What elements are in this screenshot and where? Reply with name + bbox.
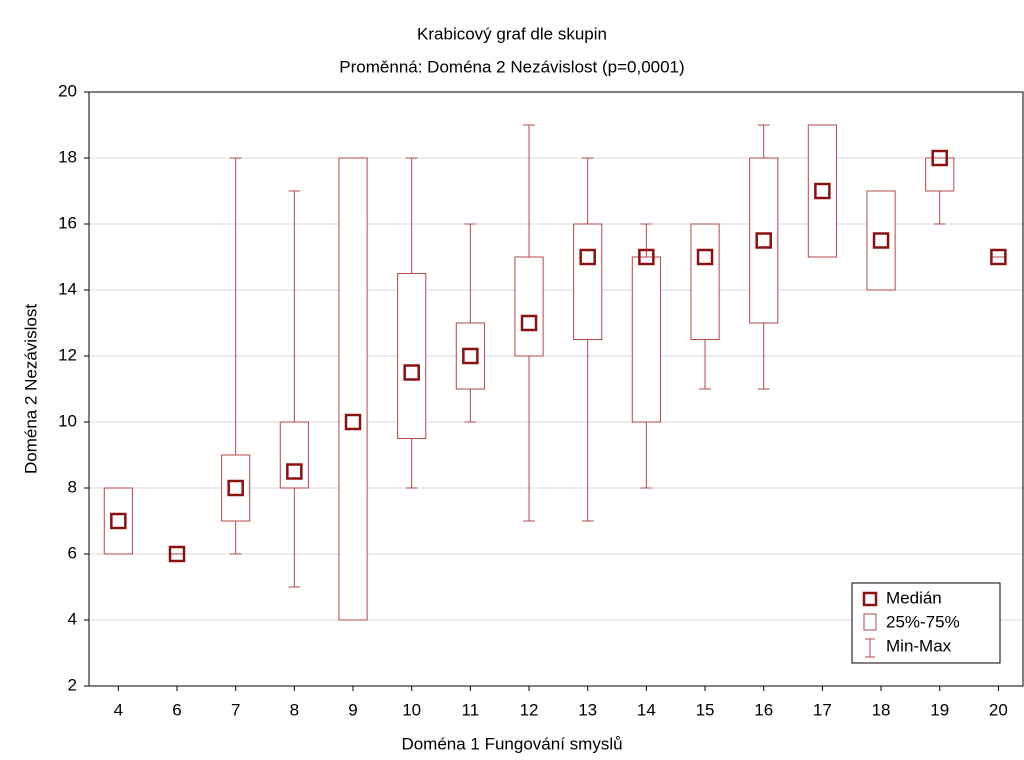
x-tick-label: 19 [930, 700, 949, 719]
y-tick-label: 10 [58, 411, 77, 430]
x-tick-label: 9 [348, 700, 357, 719]
box [631, 256, 661, 423]
median [814, 182, 831, 200]
median [462, 347, 479, 365]
y-tick-label: 12 [58, 345, 77, 364]
legend-label: Min-Max [886, 636, 952, 655]
x-tick-label: 6 [172, 700, 181, 719]
legend-box-icon [863, 613, 877, 631]
median [286, 463, 303, 480]
y-tick-label: 6 [68, 543, 77, 562]
median [579, 248, 596, 266]
box [103, 487, 133, 555]
median [344, 413, 362, 431]
chart-subtitle: Proměnná: Doména 2 Nezávislost (p=0,0001… [339, 57, 684, 76]
y-tick-label: 14 [58, 279, 77, 298]
y-tick-label: 16 [58, 213, 77, 232]
median [990, 248, 1007, 266]
box [338, 157, 368, 621]
box [514, 256, 544, 357]
x-tick-label: 4 [114, 700, 123, 719]
box [455, 322, 485, 390]
median [638, 248, 655, 266]
box [749, 157, 779, 324]
box [866, 190, 896, 291]
median [520, 314, 538, 332]
x-tick-label: 17 [813, 700, 832, 719]
box [397, 273, 427, 439]
box [807, 124, 837, 258]
median [168, 545, 186, 563]
median [931, 149, 948, 167]
x-tick-label: 11 [462, 700, 480, 719]
x-tick-label: 18 [872, 700, 891, 719]
plot-frame [88, 91, 1024, 687]
chart-title: Krabicový graf dle skupin [417, 24, 607, 43]
median [110, 512, 127, 530]
y-tick-label: 18 [58, 147, 77, 166]
box [221, 454, 251, 522]
x-tick-label: 15 [696, 700, 715, 719]
median [755, 232, 772, 249]
legend-median-icon [862, 591, 878, 607]
box [690, 223, 720, 340]
y-tick-label: 8 [68, 477, 77, 496]
legend-label: Medián [886, 588, 942, 607]
x-tick-label: 12 [520, 700, 539, 719]
legend-label: 25%-75% [886, 612, 960, 631]
median [872, 232, 890, 249]
median [696, 248, 714, 266]
x-tick-label: 20 [989, 700, 1008, 719]
x-tick-label: 13 [578, 700, 597, 719]
x-axis-label: Doména 1 Fungování smyslů [401, 734, 622, 753]
y-axis-label: Doména 2 Nezávislost [21, 304, 40, 474]
x-tick-label: 10 [402, 700, 421, 719]
x-tick-label: 7 [231, 700, 240, 719]
box [925, 157, 955, 192]
box [573, 223, 603, 340]
x-tick-label: 8 [290, 700, 299, 719]
x-tick-label: 16 [754, 700, 773, 719]
y-tick-label: 2 [68, 675, 77, 694]
median [403, 364, 420, 381]
y-tick-label: 20 [58, 81, 77, 100]
y-tick-label: 4 [68, 609, 77, 628]
box [279, 421, 309, 489]
x-tick-label: 14 [637, 700, 656, 719]
median [227, 479, 244, 497]
